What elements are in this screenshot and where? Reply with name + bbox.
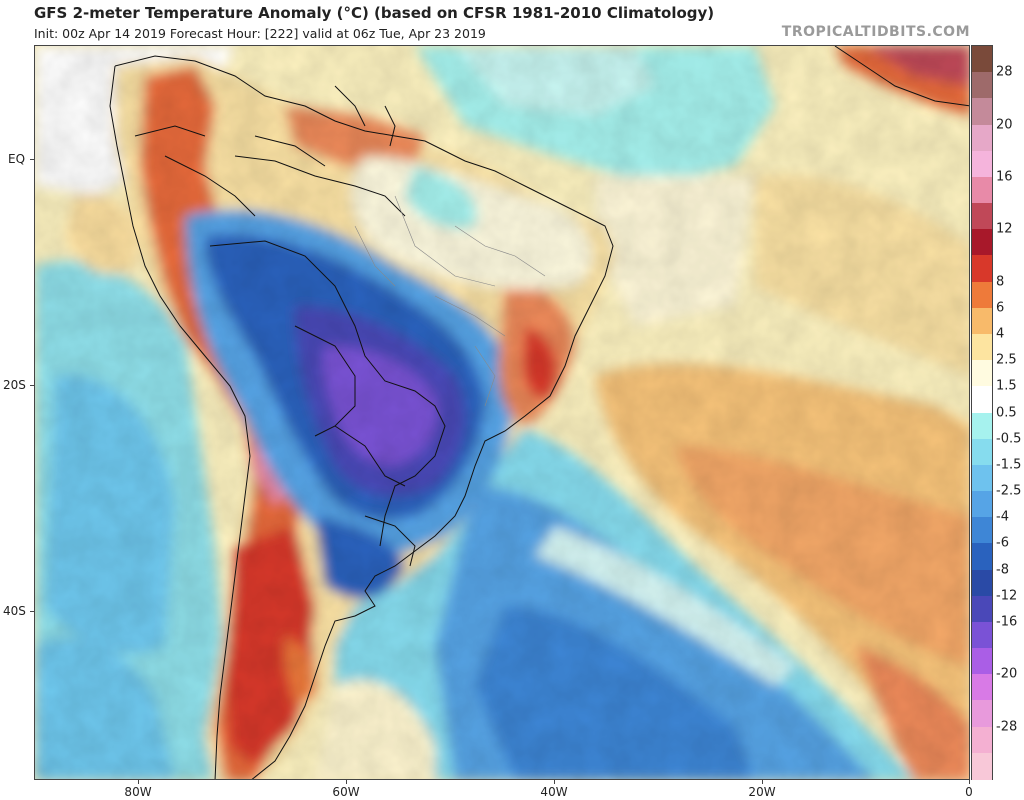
colorbar-segment [972, 386, 992, 414]
colorbar-segment [972, 203, 992, 231]
texture-overlay [35, 46, 969, 779]
colorbar-segment [972, 150, 992, 178]
colorbar-label: 12 [996, 221, 1013, 237]
lon-label-80w: 80W [124, 785, 152, 799]
colorbar-label: -20 [996, 666, 1018, 682]
colorbar-label: 16 [996, 169, 1013, 185]
site-brand: TROPICALTIDBITS.COM [781, 24, 970, 40]
colorbar-segment [972, 438, 992, 466]
colorbar-segment [972, 360, 992, 388]
colorbar-label: 6 [996, 300, 1005, 316]
colorbar-segment [972, 124, 992, 152]
colorbar-label: -1.5 [996, 457, 1022, 473]
colorbar-segment [972, 491, 992, 519]
lon-tick-60w [346, 780, 347, 784]
colorbar-segment [972, 726, 992, 754]
state-borders [354, 195, 546, 407]
colorbar-segment [972, 752, 992, 780]
colorbar-segment [972, 333, 992, 361]
colorbar-label: 8 [996, 274, 1005, 290]
colorbar-segment [972, 281, 992, 309]
colorbar-label: 2.5 [996, 352, 1017, 368]
map-subtitle: Init: 00z Apr 14 2019 Forecast Hour: [22… [34, 26, 486, 41]
colorbar-segment [972, 464, 992, 492]
lon-tick-20w [762, 780, 763, 784]
colorbar-label: -6 [996, 535, 1009, 551]
lat-label-20s: 20S [3, 378, 26, 392]
colorbar-label: 4 [996, 326, 1005, 342]
colorbar-segment [972, 517, 992, 545]
colorbar-label: -16 [996, 614, 1018, 630]
map-canvas [35, 46, 969, 779]
colorbar-label: -28 [996, 719, 1018, 735]
lat-tick-eq [30, 159, 34, 160]
colorbar-segment [972, 674, 992, 702]
lat-label-eq: EQ [8, 152, 26, 166]
lon-tick-80w [138, 780, 139, 784]
lon-tick-40w [554, 780, 555, 784]
colorbar-segment [972, 98, 992, 126]
anomaly-map [34, 45, 970, 780]
colorbar-segment [972, 307, 992, 335]
lon-label-20w: 20W [748, 785, 776, 799]
lon-label-0: 0 [965, 785, 973, 799]
colorbar-segment [972, 255, 992, 283]
lat-label-40s: 40S [3, 604, 26, 618]
colorbar-segment [972, 543, 992, 571]
lon-label-40w: 40W [540, 785, 568, 799]
colorbar-label: 1.5 [996, 378, 1017, 394]
map-title: GFS 2-meter Temperature Anomaly (°C) (ba… [34, 4, 715, 22]
colorbar-label: -12 [996, 588, 1018, 604]
colorbar-segment [972, 595, 992, 623]
colorbar-label: -8 [996, 562, 1009, 578]
colorbar-segment [972, 229, 992, 257]
colorbar-segment [972, 46, 992, 73]
colorbar-segment [972, 621, 992, 649]
colorbar [971, 45, 993, 780]
lat-tick-40s [30, 611, 34, 612]
colorbar-segment [972, 72, 992, 100]
colorbar-label: 0.5 [996, 405, 1017, 420]
colorbar-segment [972, 569, 992, 597]
colorbar-label: -4 [996, 509, 1009, 525]
colorbar-segment [972, 648, 992, 676]
colorbar-label: 28 [996, 64, 1013, 80]
colorbar-label: -0.5 [996, 431, 1022, 447]
colorbar-segment [972, 176, 992, 204]
country-borders [109, 46, 969, 779]
colorbar-label: -2.5 [996, 483, 1022, 499]
colorbar-label: 20 [996, 117, 1013, 133]
lon-tick-0 [969, 780, 970, 784]
lat-tick-20s [30, 385, 34, 386]
colorbar-segment [972, 700, 992, 728]
colorbar-segment [972, 412, 992, 440]
lon-label-60w: 60W [332, 785, 360, 799]
